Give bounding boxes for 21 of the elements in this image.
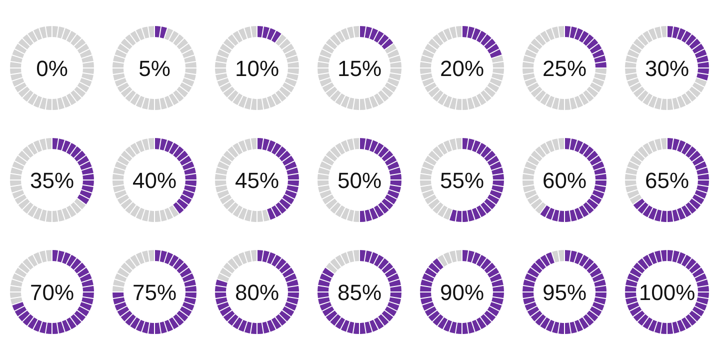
text: 60% (542, 168, 587, 193)
text: 35% (30, 168, 74, 193)
text: 80% (234, 280, 280, 305)
text: 55% (440, 168, 484, 193)
text: 30% (644, 56, 690, 81)
text: 25% (542, 56, 587, 81)
text: 85% (337, 280, 382, 305)
text: 65% (644, 168, 690, 193)
text: 50% (337, 168, 382, 193)
text: 0% (36, 56, 68, 81)
text: 45% (234, 168, 280, 193)
text: 90% (440, 280, 484, 305)
text: 15% (337, 56, 382, 81)
text: 40% (132, 168, 177, 193)
text: 5% (138, 56, 170, 81)
text: 70% (30, 280, 74, 305)
text: 10% (234, 56, 280, 81)
text: 100% (638, 280, 696, 305)
text: 95% (542, 280, 587, 305)
text: 20% (440, 56, 484, 81)
text: 75% (132, 280, 177, 305)
